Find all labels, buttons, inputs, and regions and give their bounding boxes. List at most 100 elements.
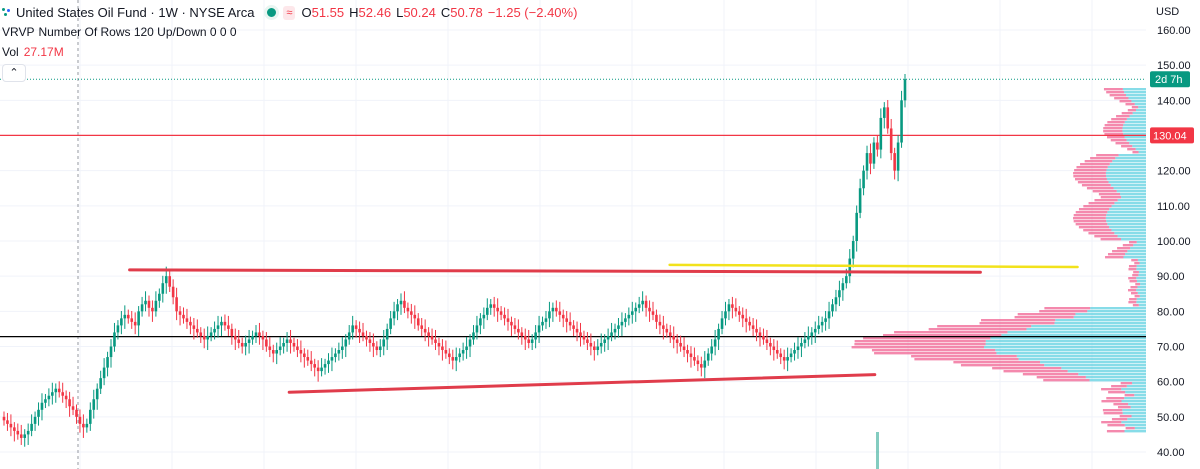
vp-row-up — [1114, 202, 1146, 205]
high-value: 52.46 — [358, 5, 392, 20]
candle-body — [378, 346, 382, 351]
vp-row-up — [1138, 271, 1146, 274]
vp-row-down — [1014, 316, 1074, 319]
vp-row-up — [1001, 334, 1146, 337]
candle-body — [120, 318, 123, 326]
market-status-dot[interactable] — [264, 5, 280, 20]
candle-body — [448, 353, 451, 358]
candle-body — [171, 286, 175, 298]
candle-body — [209, 332, 213, 336]
candle-body — [582, 335, 586, 340]
vp-row-down — [1125, 103, 1135, 106]
low-value: 50.24 — [403, 5, 436, 20]
candle-body — [33, 416, 37, 424]
vp-row-up — [1122, 409, 1146, 412]
vp-row-down — [851, 346, 985, 349]
candle-body — [220, 321, 223, 326]
vp-row-down — [1101, 421, 1122, 424]
open-label: O — [301, 5, 312, 20]
chevron-up-icon: ⌃ — [9, 67, 19, 79]
approx-badge[interactable]: ≈ — [283, 5, 296, 20]
vp-row-up — [1137, 259, 1146, 262]
candle-body — [741, 314, 745, 319]
candle-body — [665, 328, 669, 333]
vp-row-down — [1115, 142, 1130, 145]
vrvp-legend[interactable]: VRVP Number Of Rows 120 Up/Down 0 0 0 — [2, 25, 237, 39]
currency-label[interactable]: USD — [1156, 6, 1180, 18]
vp-row-up — [1122, 130, 1146, 133]
candle-body — [813, 328, 817, 333]
vp-row-up — [1118, 154, 1146, 157]
price-tick-label: 150.00 — [1157, 60, 1191, 72]
candle-body — [399, 300, 403, 305]
candle-body — [95, 388, 99, 400]
vp-row-up — [1106, 169, 1146, 172]
vp-row-up — [1131, 415, 1146, 418]
vp-row-down — [1103, 127, 1123, 130]
vp-row-down — [1102, 409, 1123, 412]
candle-body — [803, 339, 807, 343]
vp-row-down — [1103, 130, 1123, 133]
vp-row-up — [1126, 118, 1146, 121]
vp-row-up — [1132, 382, 1146, 385]
candle-body — [313, 364, 316, 368]
candle-body — [223, 321, 227, 326]
vp-row-down — [914, 358, 1019, 361]
candle-body — [461, 350, 465, 354]
candle-body — [161, 283, 165, 294]
vp-row-up — [990, 337, 1146, 340]
vp-row-down — [1111, 118, 1127, 121]
vp-row-down — [1100, 196, 1122, 199]
candle-body — [144, 300, 147, 305]
candle-body — [358, 328, 361, 333]
candle-body — [351, 325, 354, 333]
vp-row-down — [1119, 415, 1132, 418]
candle-body — [106, 357, 109, 368]
vp-row-up — [1138, 274, 1146, 277]
candle-body — [292, 342, 296, 347]
vp-row-down — [1121, 112, 1133, 115]
candle-body — [458, 353, 461, 358]
candle-body — [496, 307, 499, 312]
candle-body — [113, 332, 116, 347]
candle-body — [427, 332, 430, 336]
level-badge-text: 130.04 — [1153, 130, 1187, 142]
collapse-legend-button[interactable]: ⌃ — [2, 64, 26, 82]
candle-body — [330, 357, 334, 361]
candle-body — [637, 304, 641, 308]
candle-body — [434, 339, 437, 343]
candle-body — [85, 423, 89, 428]
candle-body — [282, 342, 285, 347]
candle-body — [485, 307, 489, 315]
vp-row-up — [1090, 307, 1146, 310]
chart-grid — [0, 0, 1146, 469]
candle-body — [178, 311, 182, 315]
vp-row-up — [1113, 187, 1146, 190]
candle-body — [403, 300, 406, 308]
candle-body — [613, 328, 617, 333]
vp-row-up — [1126, 139, 1146, 142]
vp-row-up — [1138, 106, 1146, 109]
vp-row-up — [1137, 292, 1146, 295]
candle-body — [689, 353, 693, 358]
candle-body — [727, 304, 731, 312]
candle-body — [40, 402, 44, 410]
candle-body — [845, 276, 848, 284]
symbol-title[interactable]: United States Oil Fund · 1W · NYSE Arca — [16, 5, 255, 20]
change-value: −1.25 (−2.40%) — [487, 5, 578, 20]
vp-row-down — [1101, 388, 1122, 391]
vp-row-down — [1022, 373, 1079, 376]
candle-body — [610, 332, 613, 336]
symbol-legend[interactable]: United States Oil Fund · 1W · NYSE Arca … — [2, 5, 577, 20]
candle-body — [6, 420, 9, 424]
candle-body — [700, 364, 703, 368]
vp-row-down — [953, 361, 1041, 364]
candle-body — [555, 307, 558, 312]
vp-row-up — [1105, 217, 1146, 220]
candle-body — [168, 276, 172, 287]
drawn-lines — [128, 263, 1079, 394]
volume-legend[interactable]: Vol 27.17M — [2, 45, 64, 59]
vp-row-up — [1124, 397, 1146, 400]
